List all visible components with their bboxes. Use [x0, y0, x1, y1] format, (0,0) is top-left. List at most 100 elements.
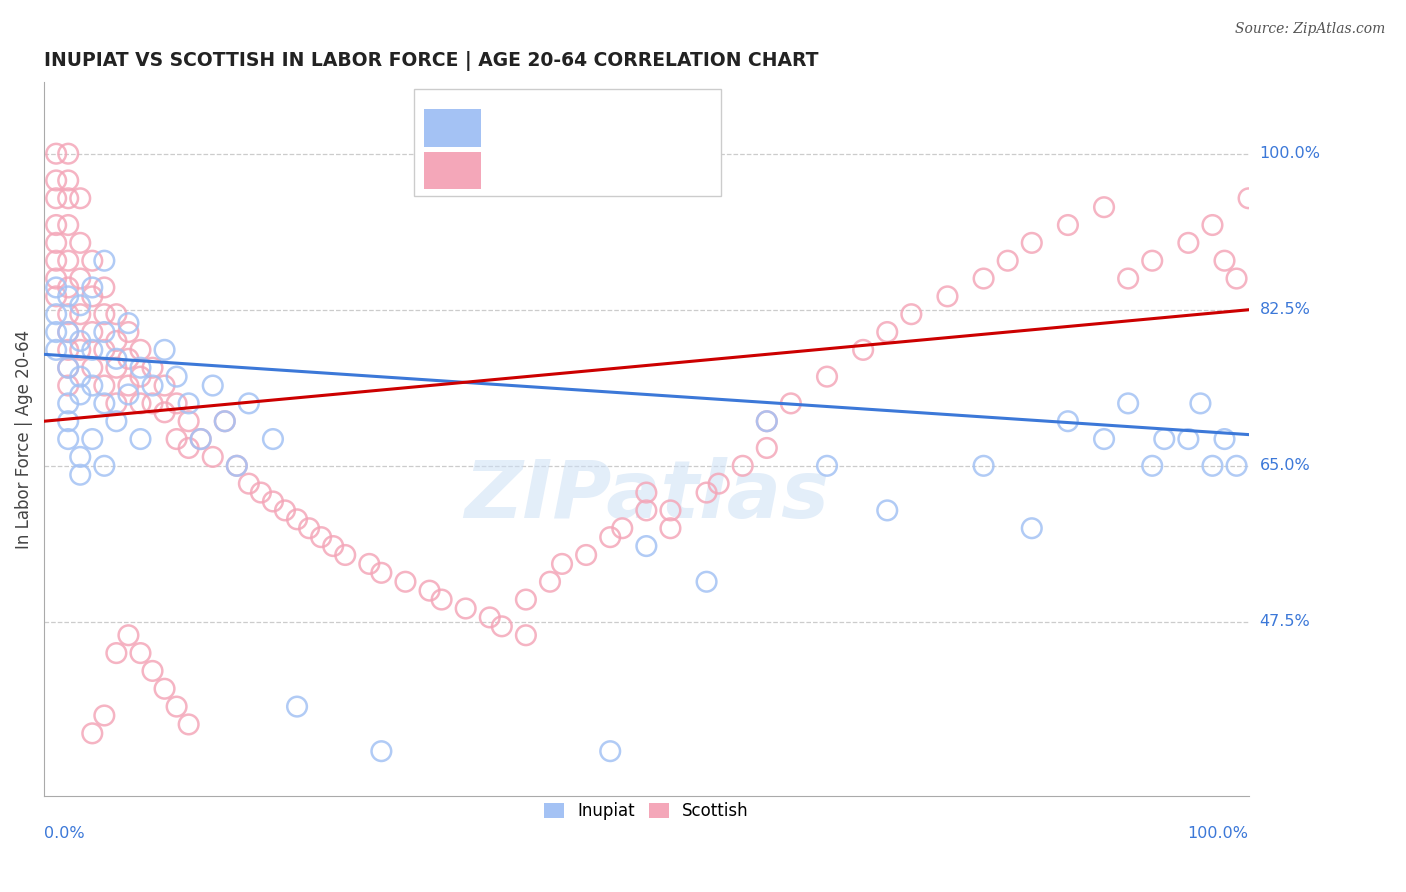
Text: R = -0.182: R = -0.182: [494, 119, 591, 136]
Point: [636, 485, 658, 500]
Point: [876, 325, 898, 339]
Point: [82, 378, 104, 392]
Point: [105, 396, 128, 410]
Point: [538, 574, 561, 589]
Text: 0.0%: 0.0%: [44, 826, 84, 841]
Point: [696, 574, 718, 589]
Point: [612, 521, 634, 535]
Point: [780, 396, 803, 410]
Point: [58, 218, 80, 232]
Point: [69, 343, 91, 357]
Point: [117, 325, 139, 339]
Point: [82, 432, 104, 446]
Point: [117, 378, 139, 392]
Point: [973, 271, 995, 285]
Point: [1225, 271, 1247, 285]
Point: [430, 592, 453, 607]
Point: [1116, 271, 1139, 285]
Point: [93, 280, 115, 294]
Point: [105, 646, 128, 660]
Point: [69, 191, 91, 205]
Text: ZIPatlas: ZIPatlas: [464, 457, 830, 535]
Point: [515, 628, 537, 642]
Point: [93, 343, 115, 357]
Point: [815, 369, 838, 384]
Point: [515, 592, 537, 607]
Point: [177, 396, 200, 410]
Point: [58, 360, 80, 375]
Text: INUPIAT VS SCOTTISH IN LABOR FORCE | AGE 20-64 CORRELATION CHART: INUPIAT VS SCOTTISH IN LABOR FORCE | AGE…: [44, 51, 818, 70]
Point: [1142, 458, 1164, 473]
Point: [599, 744, 621, 758]
Point: [1237, 191, 1260, 205]
Point: [141, 378, 163, 392]
Point: [45, 343, 67, 357]
Point: [58, 432, 80, 446]
Point: [93, 458, 115, 473]
Point: [93, 325, 115, 339]
Point: [45, 280, 67, 294]
Point: [262, 432, 284, 446]
Point: [93, 307, 115, 321]
Point: [153, 681, 176, 696]
Point: [335, 548, 357, 562]
Point: [1177, 235, 1199, 250]
Point: [1213, 253, 1236, 268]
Point: [45, 191, 67, 205]
Point: [93, 708, 115, 723]
Point: [214, 414, 236, 428]
Point: [69, 334, 91, 348]
Point: [45, 253, 67, 268]
Point: [58, 325, 80, 339]
Point: [190, 432, 212, 446]
Point: [731, 458, 754, 473]
Point: [599, 530, 621, 544]
Point: [45, 325, 67, 339]
Point: [707, 476, 730, 491]
Point: [58, 325, 80, 339]
Point: [93, 253, 115, 268]
Point: [262, 494, 284, 508]
Text: R = 0.100: R = 0.100: [494, 162, 583, 180]
Point: [153, 405, 176, 419]
Point: [250, 485, 273, 500]
Point: [105, 307, 128, 321]
Point: [370, 744, 392, 758]
Point: [105, 351, 128, 366]
Point: [69, 298, 91, 312]
Point: [1201, 458, 1223, 473]
Point: [285, 699, 308, 714]
Point: [45, 307, 67, 321]
Point: [755, 414, 778, 428]
Point: [1189, 396, 1212, 410]
Point: [58, 414, 80, 428]
Text: 82.5%: 82.5%: [1260, 302, 1310, 318]
Point: [238, 396, 260, 410]
Point: [575, 548, 598, 562]
Point: [696, 485, 718, 500]
FancyBboxPatch shape: [423, 153, 481, 189]
Point: [370, 566, 392, 580]
Point: [117, 316, 139, 330]
Point: [69, 387, 91, 401]
Point: [45, 146, 67, 161]
Point: [1225, 458, 1247, 473]
Text: N = 60: N = 60: [620, 119, 688, 136]
Point: [636, 503, 658, 517]
Point: [105, 414, 128, 428]
Point: [1092, 432, 1115, 446]
Point: [45, 289, 67, 303]
Point: [419, 583, 441, 598]
Point: [58, 343, 80, 357]
Point: [82, 343, 104, 357]
Point: [93, 396, 115, 410]
Point: [285, 512, 308, 526]
Point: [58, 253, 80, 268]
Point: [1153, 432, 1175, 446]
Point: [1057, 218, 1080, 232]
Point: [166, 699, 188, 714]
Point: [177, 441, 200, 455]
Point: [82, 325, 104, 339]
FancyBboxPatch shape: [423, 110, 481, 146]
Point: [190, 432, 212, 446]
